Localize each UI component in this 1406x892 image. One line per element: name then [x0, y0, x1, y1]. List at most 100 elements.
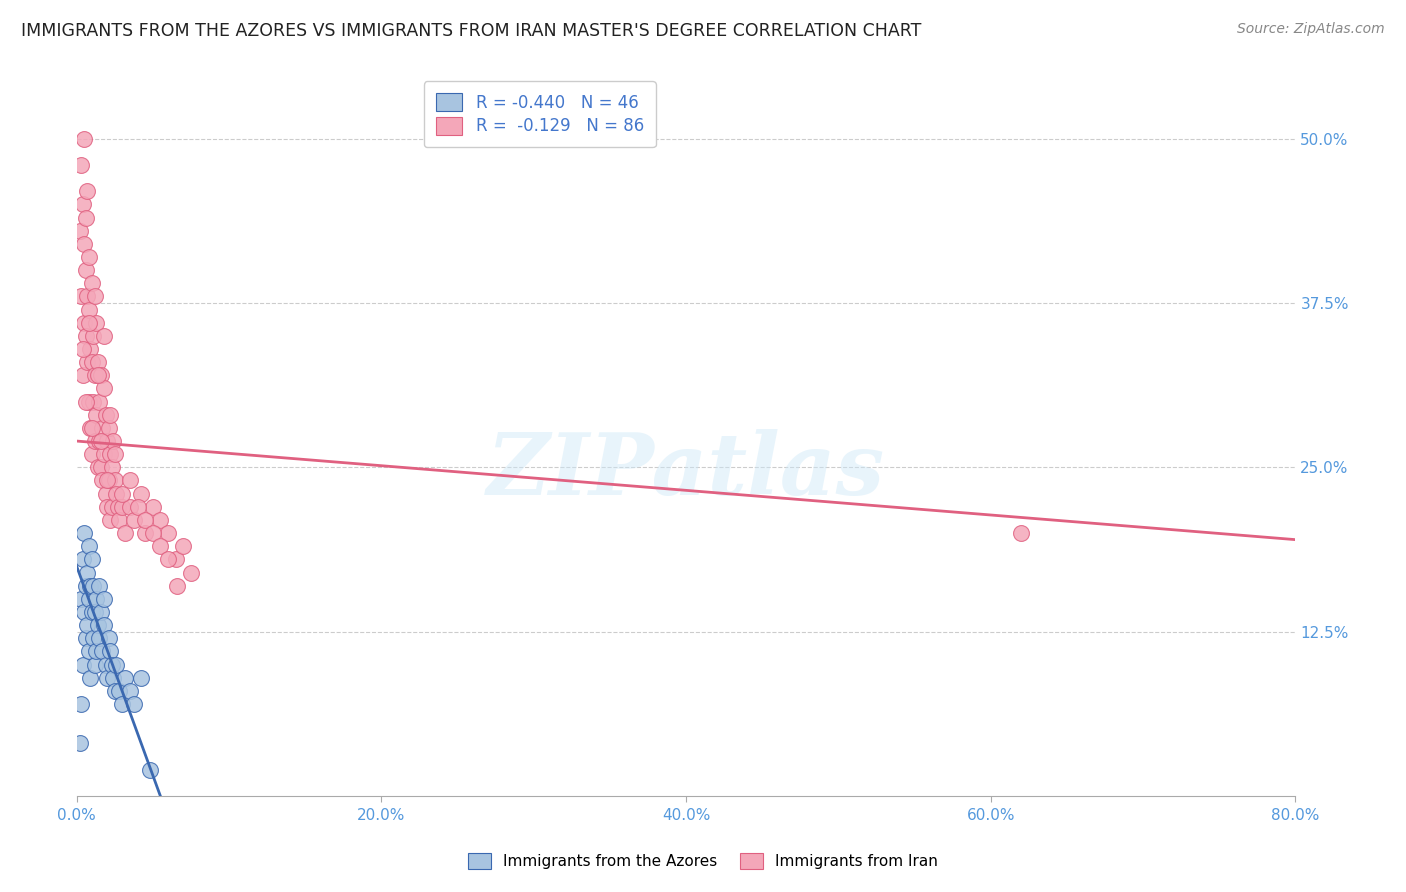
Point [97, 474, 120, 488]
Point [98, 447, 121, 461]
Point [82, 632, 104, 646]
Point [77, 591, 100, 606]
Point [89, 394, 111, 409]
Point [172, 539, 194, 553]
Point [83, 605, 105, 619]
Point [98, 408, 121, 422]
Point [96, 474, 118, 488]
Point [70, 697, 93, 711]
Point [76, 289, 98, 303]
Point [76, 355, 98, 369]
Point [111, 486, 134, 500]
Point [72, 197, 94, 211]
Point [105, 657, 128, 672]
Point [94, 408, 117, 422]
Point [108, 513, 131, 527]
Point [77, 394, 100, 409]
Point [75, 394, 97, 409]
Point [77, 316, 100, 330]
Point [98, 644, 121, 658]
Point [180, 566, 202, 580]
Point [87, 368, 110, 383]
Point [104, 447, 127, 461]
Point [104, 474, 127, 488]
Text: IMMIGRANTS FROM THE AZORES VS IMMIGRANTS FROM IRAN MASTER'S DEGREE CORRELATION C: IMMIGRANTS FROM THE AZORES VS IMMIGRANTS… [21, 22, 921, 40]
Point [124, 513, 146, 527]
Point [73, 132, 96, 146]
Point [93, 447, 115, 461]
Point [79, 671, 101, 685]
Text: Source: ZipAtlas.com: Source: ZipAtlas.com [1237, 22, 1385, 37]
Point [80, 277, 103, 291]
Point [75, 329, 97, 343]
Point [124, 697, 146, 711]
Point [89, 579, 111, 593]
Point [101, 671, 124, 685]
Point [165, 552, 187, 566]
Point [118, 683, 141, 698]
Point [70, 289, 93, 303]
Point [91, 421, 114, 435]
Point [69, 224, 91, 238]
Point [77, 302, 100, 317]
Point [101, 434, 124, 448]
Point [96, 671, 118, 685]
Point [100, 500, 122, 514]
Point [86, 316, 108, 330]
Point [100, 460, 122, 475]
Point [134, 513, 156, 527]
Point [83, 434, 105, 448]
Point [129, 486, 152, 500]
Point [80, 421, 103, 435]
Point [111, 697, 134, 711]
Legend: Immigrants from the Azores, Immigrants from Iran: Immigrants from the Azores, Immigrants f… [461, 847, 945, 875]
Point [142, 526, 165, 541]
Point [80, 552, 103, 566]
Point [82, 579, 104, 593]
Point [80, 605, 103, 619]
Point [97, 421, 120, 435]
Point [138, 763, 160, 777]
Point [83, 368, 105, 383]
Point [89, 632, 111, 646]
Point [149, 513, 172, 527]
Point [75, 263, 97, 277]
Point [70, 591, 93, 606]
Point [93, 618, 115, 632]
Point [149, 539, 172, 553]
Point [87, 355, 110, 369]
Legend: R = -0.440   N = 46, R =  -0.129   N = 86: R = -0.440 N = 46, R = -0.129 N = 86 [425, 81, 655, 147]
Point [79, 579, 101, 593]
Point [1010, 526, 1032, 541]
Point [70, 158, 93, 172]
Point [129, 671, 152, 685]
Point [96, 500, 118, 514]
Point [118, 500, 141, 514]
Point [93, 382, 115, 396]
Point [98, 513, 121, 527]
Point [156, 552, 179, 566]
Point [90, 434, 112, 448]
Point [118, 474, 141, 488]
Point [86, 644, 108, 658]
Point [73, 605, 96, 619]
Point [87, 618, 110, 632]
Point [83, 289, 105, 303]
Point [72, 657, 94, 672]
Point [156, 526, 179, 541]
Point [77, 539, 100, 553]
Text: ZIPatlas: ZIPatlas [486, 429, 884, 512]
Point [93, 329, 115, 343]
Point [86, 408, 108, 422]
Point [100, 657, 122, 672]
Point [107, 500, 129, 514]
Point [73, 316, 96, 330]
Point [86, 591, 108, 606]
Point [94, 657, 117, 672]
Point [87, 460, 110, 475]
Point [97, 632, 120, 646]
Point [166, 579, 188, 593]
Point [89, 434, 111, 448]
Point [76, 566, 98, 580]
Point [82, 394, 104, 409]
